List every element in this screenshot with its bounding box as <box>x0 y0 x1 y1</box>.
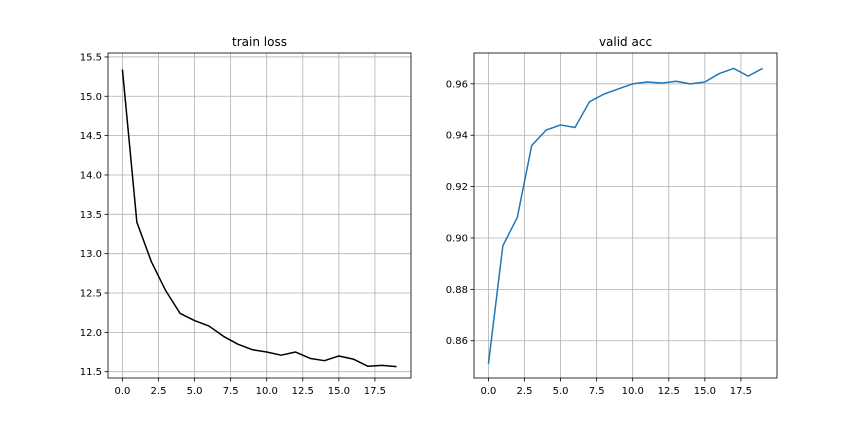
y-tick-label: 0.90 <box>446 233 468 244</box>
x-tick-label: 5.0 <box>187 386 203 397</box>
chart-title: valid acc <box>599 35 652 49</box>
x-tick-label: 7.5 <box>223 386 239 397</box>
x-tick-label: 2.5 <box>517 386 533 397</box>
x-tick-label: 15.0 <box>328 386 350 397</box>
y-tick-label: 0.86 <box>446 336 468 347</box>
x-tick-label: 10.0 <box>256 386 278 397</box>
y-tick-label: 0.92 <box>446 182 468 193</box>
x-tick-label: 10.0 <box>622 386 644 397</box>
x-tick-label: 15.0 <box>694 386 716 397</box>
y-tick-label: 15.5 <box>80 52 102 63</box>
y-tick-label: 11.5 <box>80 367 102 378</box>
x-tick-label: 5.0 <box>553 386 569 397</box>
valid-acc-chart: valid acc 0.0 2.5 5.0 7.5 10.0 12.5 15.0 17.5 0.… <box>446 35 778 397</box>
train-loss-chart: train loss 0.0 2.5 5.0 7.5 10.0 12.5 15.0 17.5 1… <box>80 35 412 397</box>
y-tick-label: 13.0 <box>80 249 102 260</box>
x-tick-label: 7.5 <box>589 386 605 397</box>
y-tick-label: 0.94 <box>446 131 468 142</box>
y-tick-label: 14.0 <box>80 170 102 181</box>
x-tick-label: 2.5 <box>151 386 167 397</box>
x-tick-label: 17.5 <box>730 386 752 397</box>
y-tick-label: 15.0 <box>80 92 102 103</box>
chart-title: train loss <box>232 35 287 49</box>
y-tick-label: 0.88 <box>446 285 468 296</box>
y-tick-label: 14.5 <box>80 131 102 142</box>
x-tick-label: 12.5 <box>292 386 314 397</box>
plot-frame <box>107 52 412 379</box>
y-tick-label: 12.5 <box>80 289 102 300</box>
x-tick-label: 0.0 <box>114 386 130 397</box>
y-tick-label: 0.96 <box>446 79 468 90</box>
y-tick-label: 12.0 <box>80 328 102 339</box>
x-tick-label: 12.5 <box>658 386 680 397</box>
x-tick-label: 0.0 <box>480 386 496 397</box>
plot-frame <box>473 52 778 379</box>
y-tick-label: 13.5 <box>80 210 102 221</box>
series-line <box>487 67 763 364</box>
series-line <box>121 69 397 368</box>
x-tick-label: 17.5 <box>364 386 386 397</box>
